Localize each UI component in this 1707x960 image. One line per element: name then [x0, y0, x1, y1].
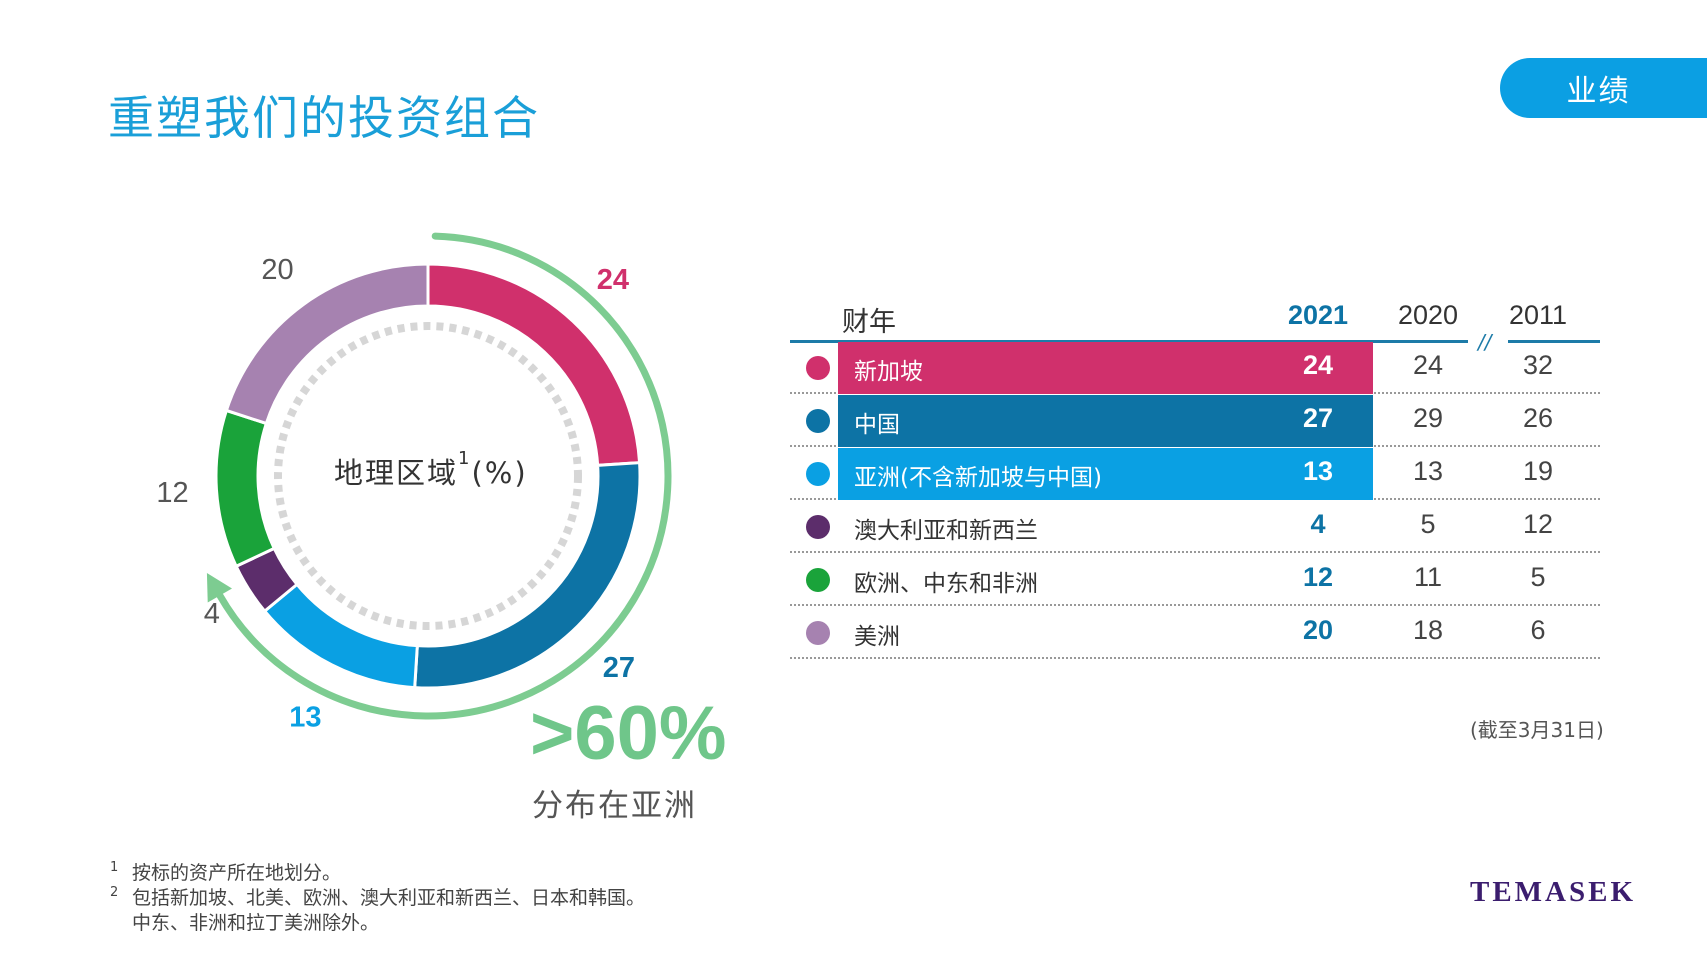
donut-slice [224, 262, 430, 426]
temasek-logo: TEMASEK [1470, 876, 1637, 908]
legend-dot [806, 568, 830, 592]
value-2021: 4 [1310, 509, 1326, 539]
axis-break-mark: // [1478, 330, 1492, 354]
center-label-unit: (%) [471, 456, 528, 490]
value-2021: 13 [1302, 456, 1334, 486]
year-2021-header: 2021 [1287, 300, 1349, 330]
region-name: 新加坡 [854, 359, 923, 385]
asia-share-value: >60% [530, 691, 727, 776]
slice-labels: 24 27 13 4 12 20 [156, 254, 635, 734]
page-title: 重塑我们的投资组合 [108, 91, 540, 145]
footnote-1-number: 1 [110, 860, 119, 875]
region-name: 美洲 [854, 624, 900, 650]
value-2011: 5 [1530, 562, 1546, 592]
inner-dotted-ring [274, 322, 582, 630]
legend-dot [806, 621, 830, 645]
region-name: 中国 [854, 412, 900, 438]
year-2020-header: 2020 [1397, 300, 1459, 330]
region-name: 澳大利亚和新西兰 [854, 518, 1038, 544]
value-2020: 18 [1412, 615, 1444, 645]
footnote-2-number: 2 [110, 885, 119, 900]
center-label-text: 地理区域 [334, 456, 459, 490]
legend-dot [806, 462, 830, 486]
value-2020: 29 [1412, 403, 1444, 433]
value-2011: 19 [1522, 456, 1554, 486]
legend-dot [806, 409, 830, 433]
value-2021: 24 [1302, 350, 1334, 380]
table-row: 亚洲(不含新加坡与中国) 13 13 19 [790, 448, 1600, 500]
table-row: 美洲 20 18 6 [790, 607, 1600, 659]
asia-share-caption: 分布在亚洲 [532, 788, 697, 824]
table-row: 澳大利亚和新西兰 4 5 12 [790, 501, 1600, 553]
slice-label: 12 [156, 477, 188, 509]
donut-center-label: 地理区域1(%) [334, 448, 528, 492]
legend-dot [806, 356, 830, 380]
highlight-band [838, 342, 1373, 394]
legend-dot [806, 515, 830, 539]
region-name: 亚洲(不含新加坡与中国) [854, 465, 1102, 491]
value-2011: 12 [1522, 509, 1554, 539]
slice-label: 13 [289, 702, 321, 734]
year-2011-header: 2011 [1508, 300, 1568, 330]
highlight-band [838, 448, 1373, 500]
highlight-band [838, 395, 1373, 447]
asia-share-arrowhead [206, 572, 233, 603]
value-2021: 27 [1302, 403, 1334, 433]
header-rule-main [790, 340, 1468, 343]
header-rule-2011 [1508, 340, 1600, 343]
footnote-2-line-2: 中东、非洲和拉丁美洲除外。 [132, 912, 380, 934]
slice-label: 24 [597, 264, 629, 296]
value-2011: 6 [1530, 615, 1546, 645]
footnote-2-line-1: 包括新加坡、北美、欧洲、澳大利亚和新西兰、日本和韩国。 [132, 887, 646, 909]
footnote-1-text: 按标的资产所在地划分。 [132, 862, 342, 884]
table-header-label: 财年 [842, 307, 896, 338]
slice-label: 4 [204, 598, 220, 630]
slice-label: 27 [603, 652, 635, 684]
value-2011: 32 [1522, 350, 1554, 380]
donut-slice [214, 408, 277, 569]
value-2020: 5 [1420, 509, 1436, 539]
table-row: 欧洲、中东和非洲 12 11 5 [790, 554, 1600, 606]
value-2011: 26 [1522, 403, 1554, 433]
region-name: 欧洲、中东和非洲 [854, 571, 1038, 597]
value-2020: 13 [1412, 456, 1444, 486]
center-label-footnote: 1 [458, 448, 472, 469]
value-2020: 24 [1412, 350, 1444, 380]
value-2021: 12 [1302, 562, 1334, 592]
section-badge: 业绩 [1500, 58, 1707, 118]
table-row: 中国 27 29 26 [790, 395, 1600, 447]
value-2020: 11 [1413, 562, 1443, 592]
donut-slices [214, 262, 642, 690]
as-of-date: (截至3月31日) [1470, 718, 1604, 742]
value-2021: 20 [1302, 615, 1334, 645]
asia-share-arrow-arc [216, 232, 672, 720]
table-row: 新加坡 24 24 32 [790, 342, 1600, 394]
slice-label: 20 [261, 254, 293, 286]
